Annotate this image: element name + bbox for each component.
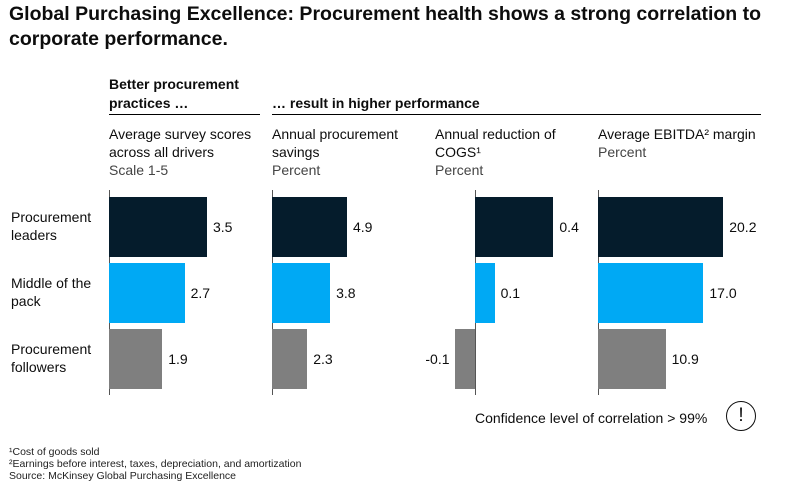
panel-header-cogs: Annual reduction of COGS¹ Percent: [435, 125, 575, 179]
panel-unit-ebitda: Percent: [598, 144, 647, 160]
panel-title-survey: Average survey scores across all drivers: [109, 126, 252, 160]
value-label-savings-followers: 2.3: [313, 351, 333, 367]
panel-unit-cogs: Percent: [435, 162, 484, 178]
bar-survey-followers: [109, 329, 163, 389]
value-label-cogs-middle: 0.1: [500, 285, 521, 301]
row-label-followers: Procurement followers: [11, 341, 92, 375]
row-label-middle: Middle of the pack: [11, 275, 92, 309]
bar-ebitda-leaders: [598, 197, 724, 257]
bar-savings-leaders: [272, 197, 347, 257]
value-label-ebitda-middle: 17.0: [709, 285, 737, 301]
bar-cogs-middle: [475, 263, 495, 323]
panel-title-savings: Annual procurement savings: [272, 126, 399, 160]
value-label-savings-leaders: 4.9: [352, 219, 373, 235]
bar-ebitda-middle: [598, 263, 704, 323]
panel-header-savings: Annual procurement savings Percent: [272, 125, 422, 179]
panel-header-ebitda: Average EBITDA² margin Percent: [598, 125, 768, 161]
chart-title: Global Purchasing Excellence: Procuremen…: [9, 3, 762, 50]
exclamation-icon: !: [726, 401, 756, 431]
value-label-cogs-leaders: 0.4: [559, 219, 579, 235]
footnote-ebitda: ²Earnings before interest, taxes, deprec…: [9, 458, 302, 470]
panel-unit-savings: Percent: [272, 162, 321, 178]
group-heading-practices: Better procurement practices …: [109, 76, 239, 111]
bar-cogs-leaders: [475, 197, 554, 257]
value-label-survey-middle: 2.7: [190, 285, 211, 301]
bar-survey-middle: [109, 263, 185, 323]
row-label-leaders: Procurement leaders: [11, 209, 92, 243]
bar-survey-leaders: [109, 197, 207, 257]
group-underline-practices: [109, 114, 260, 115]
value-label-ebitda-followers: 10.9: [671, 351, 699, 367]
value-label-survey-followers: 1.9: [168, 351, 188, 367]
bar-cogs-followers: [455, 329, 475, 389]
value-label-ebitda-leaders: 20.2: [729, 219, 757, 235]
group-heading-performance: … result in higher performance: [272, 95, 480, 111]
footnote-cogs: ¹Cost of goods sold: [9, 446, 100, 458]
confidence-text: Confidence level of correlation > 99%: [475, 410, 708, 426]
panel-header-survey: Average survey scores across all drivers…: [109, 125, 269, 179]
bar-ebitda-followers: [598, 329, 666, 389]
value-label-savings-middle: 3.8: [336, 285, 356, 301]
bar-savings-middle: [272, 263, 331, 323]
panel-unit-survey: Scale 1-5: [109, 162, 169, 178]
group-underline-performance: [272, 114, 761, 115]
panel-title-cogs: Annual reduction of COGS¹: [435, 126, 556, 160]
bar-savings-followers: [272, 329, 308, 389]
footnote-source: Source: McKinsey Global Purchasing Excel…: [9, 470, 237, 482]
panel-title-ebitda: Average EBITDA² margin: [598, 126, 756, 142]
value-label-survey-leaders: 3.5: [213, 219, 233, 235]
value-label-cogs-followers: -0.1: [425, 351, 450, 367]
